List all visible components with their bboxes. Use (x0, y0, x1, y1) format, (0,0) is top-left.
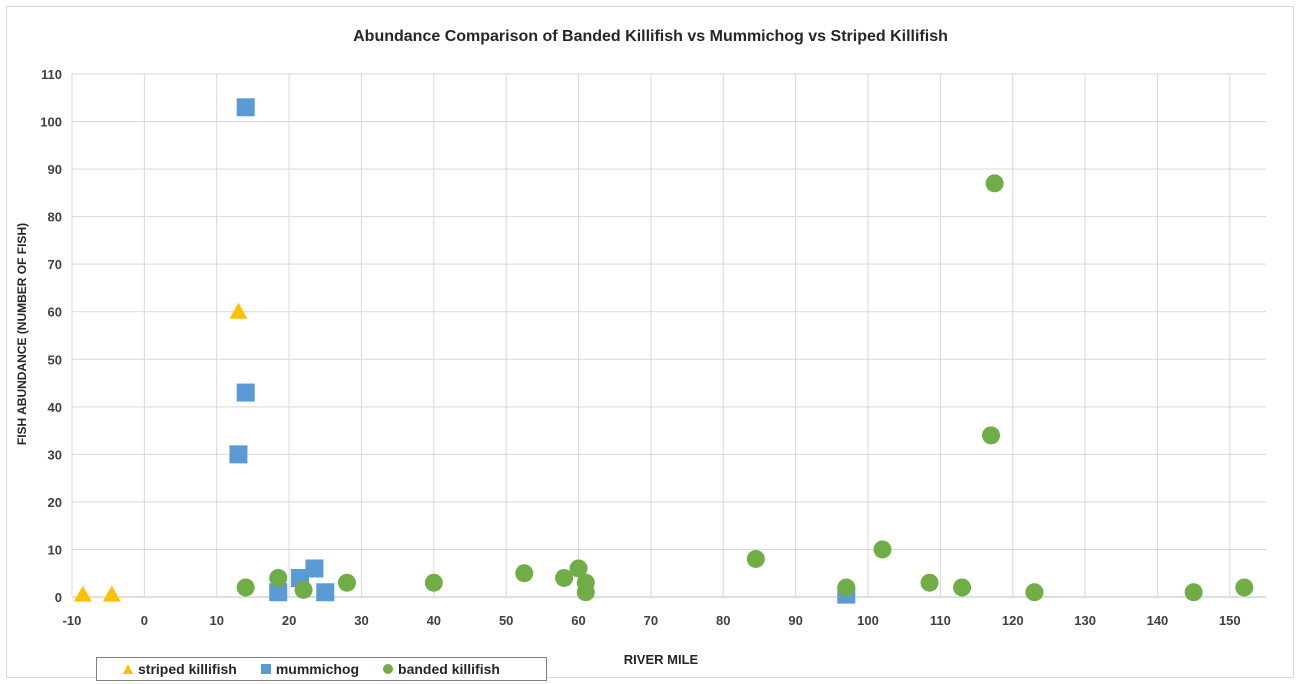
y-axis-label: FISH ABUNDANCE (NUMBER OF FISH) (15, 223, 29, 445)
y-tick-label: 70 (48, 257, 62, 272)
banded-killifish-point (236, 578, 255, 597)
banded-killifish-point (1025, 583, 1044, 602)
series-striped-killifish (73, 302, 248, 602)
y-tick-labels: 0 10 20 30 40 50 60 70 80 90 100 110 (40, 67, 62, 605)
y-tick-label: 90 (48, 162, 62, 177)
banded-killifish-point (269, 568, 288, 587)
x-tick-label: 150 (1219, 613, 1241, 628)
x-tick-label: 140 (1147, 613, 1169, 628)
banded-killifish-point (515, 564, 534, 583)
x-tick-label: 120 (1002, 613, 1024, 628)
banded-killifish-point (982, 426, 1001, 445)
x-tick-label: 90 (788, 613, 802, 628)
banded-killifish-point (1184, 583, 1203, 602)
banded-killifish-point (746, 549, 765, 568)
x-tick-label: 20 (282, 613, 296, 628)
x-tick-label: 30 (354, 613, 368, 628)
y-tick-label: 80 (48, 210, 62, 225)
striped-killifish-point (102, 585, 121, 602)
x-tick-label: 0 (141, 613, 148, 628)
legend-item-mummichog: mummichog (260, 661, 360, 677)
y-tick-label: 50 (48, 352, 62, 367)
square-marker-icon (260, 664, 271, 674)
legend-label: banded killifish (398, 661, 500, 677)
gridlines (71, 73, 1266, 598)
series-mummichog (229, 98, 856, 604)
y-tick-label: 0 (55, 590, 62, 605)
x-tick-label: 130 (1074, 613, 1096, 628)
banded-killifish-point (873, 540, 892, 559)
x-tick-label: 50 (499, 613, 513, 628)
banded-killifish-point (837, 578, 856, 597)
x-tick-label: 40 (427, 613, 441, 628)
legend-label: mummichog (275, 661, 360, 677)
x-tick-label: -10 (63, 613, 82, 628)
mummichog-point (236, 383, 255, 402)
banded-killifish-point (424, 573, 443, 592)
x-tick-label: 110 (930, 613, 951, 628)
x-tick-labels: -10 0 10 20 30 40 50 60 70 80 90 100 110 120 130 140 150 (63, 613, 1241, 628)
y-tick-label: 60 (48, 305, 62, 320)
chart-frame (6, 6, 1294, 678)
mummichog-point (316, 583, 335, 602)
series-banded-killifish (236, 174, 1254, 602)
banded-killifish-point (569, 559, 588, 578)
x-tick-label: 60 (571, 613, 585, 628)
legend-item-striped-killifish: striped killifish (123, 661, 237, 677)
x-tick-label: 10 (209, 613, 223, 628)
y-tick-label: 40 (48, 400, 62, 415)
y-tick-label: 30 (48, 447, 62, 462)
y-tick-label: 110 (41, 67, 62, 82)
striped-killifish-point (229, 302, 248, 319)
striped-killifish-point (73, 585, 92, 602)
banded-killifish-point (953, 578, 972, 597)
legend-item-banded-killifish: banded killifish (383, 661, 500, 677)
x-axis-label: RIVER MILE (624, 652, 699, 667)
mummichog-point (236, 98, 255, 117)
legend-label: striped killifish (138, 661, 237, 677)
banded-killifish-point (1235, 578, 1254, 597)
data-points (73, 98, 1254, 604)
chart-title: Abundance Comparison of Banded Killifish… (353, 28, 948, 45)
x-tick-label: 70 (644, 613, 658, 628)
banded-killifish-point (555, 568, 574, 587)
banded-killifish-point (294, 580, 313, 599)
circle-marker-icon (383, 664, 394, 674)
y-tick-label: 100 (40, 115, 62, 130)
y-tick-label: 10 (48, 542, 62, 557)
x-tick-label: 80 (716, 613, 730, 628)
mummichog-point (229, 445, 248, 464)
mummichog-point (305, 559, 324, 578)
triangle-marker-icon (123, 664, 133, 674)
banded-killifish-point (985, 174, 1004, 193)
x-tick-label: 100 (857, 613, 879, 628)
legend: striped killifish mummichog banded killi… (96, 657, 547, 681)
y-tick-label: 20 (48, 495, 62, 510)
banded-killifish-point (920, 573, 939, 592)
banded-killifish-point (337, 573, 356, 592)
banded-killifish-point (576, 583, 595, 602)
mummichog-point (269, 583, 288, 602)
